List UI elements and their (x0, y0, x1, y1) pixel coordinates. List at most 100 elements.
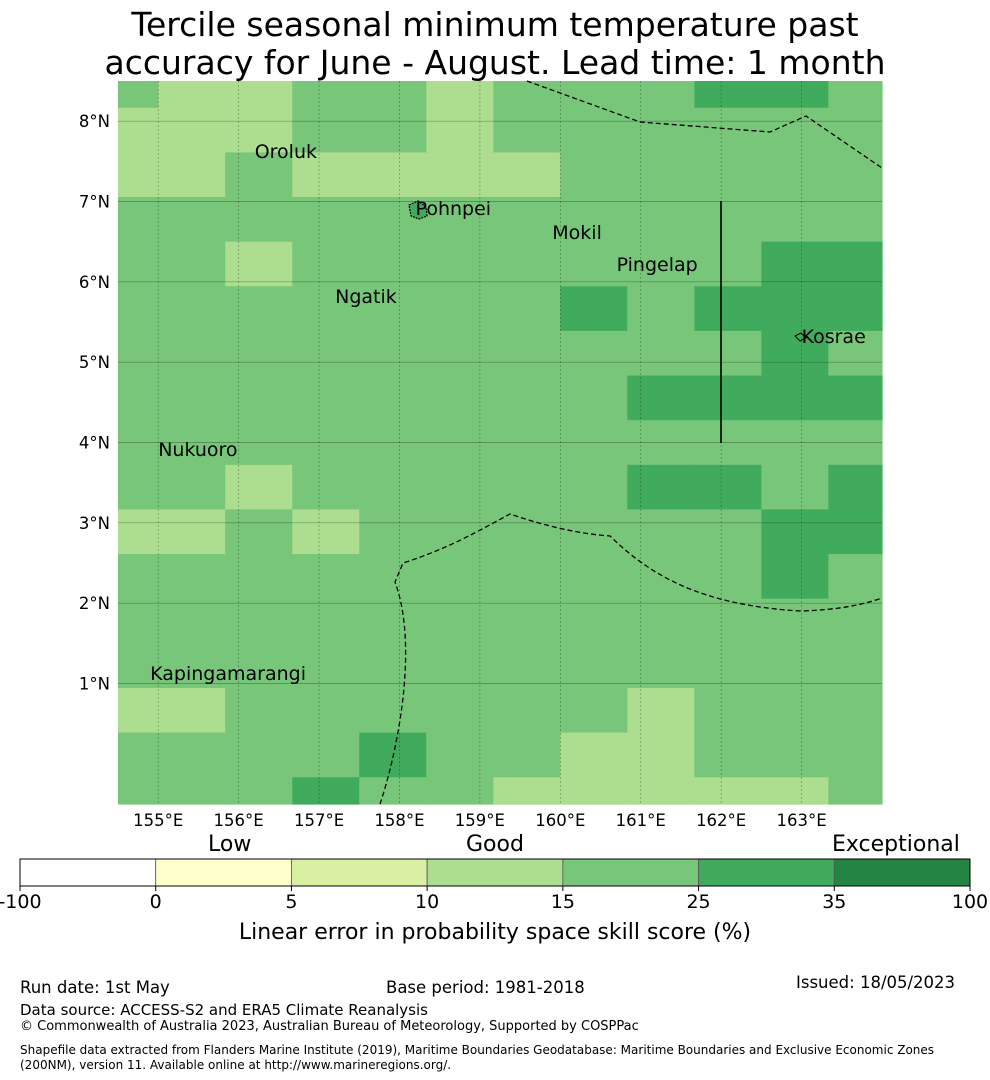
skill-cell (493, 241, 561, 287)
skill-cell (493, 107, 561, 154)
skill-cell (560, 420, 628, 466)
skill-cell (426, 598, 494, 644)
skill-cell (225, 777, 293, 805)
skill-cell (493, 509, 561, 555)
skill-cell (118, 554, 159, 600)
skill-cell (761, 81, 829, 109)
skill-cell (828, 464, 883, 511)
skill-cell (560, 732, 628, 778)
skill-cell (694, 197, 762, 243)
skill-cell (359, 464, 427, 511)
place-label-pohnpei: Pohnpei (415, 197, 492, 220)
legend-color-swatch (291, 858, 428, 887)
skill-cell (828, 107, 883, 154)
skill-cell (761, 152, 829, 198)
skill-cell (292, 152, 360, 198)
skill-cell (694, 107, 762, 154)
skill-cell (225, 687, 293, 734)
skill-cell (359, 598, 427, 644)
skill-cell (158, 197, 226, 243)
skill-cell (292, 509, 360, 555)
skill-cell (426, 197, 494, 243)
place-label-ngatik: Ngatik (335, 285, 397, 308)
legend-color-swatch (155, 858, 292, 887)
skill-cell (158, 777, 226, 805)
legend-color-swatch (426, 858, 564, 887)
skill-cell (292, 375, 360, 421)
skill-cell (118, 375, 159, 421)
skill-cell (627, 241, 695, 287)
skill-cell (426, 420, 494, 466)
skill-cell (118, 420, 159, 466)
skill-cell (627, 732, 695, 778)
skill-cell (694, 330, 762, 377)
skill-cell (828, 420, 883, 466)
run-date: Run date: 1st May (20, 978, 170, 997)
skill-cell (627, 330, 695, 377)
skill-cell (118, 598, 159, 644)
skill-cell (158, 286, 226, 332)
skill-cell (292, 598, 360, 644)
skill-cell (761, 464, 829, 511)
skill-cell (627, 375, 695, 421)
skill-cell (158, 687, 226, 734)
skill-cell (292, 197, 360, 243)
legend-tick-label: 100 (952, 891, 988, 913)
skill-cell (627, 554, 695, 600)
skill-cell (225, 286, 293, 332)
skill-cell (627, 777, 695, 805)
skill-cell (828, 598, 883, 644)
skill-cell (493, 81, 561, 109)
skill-cell (694, 286, 762, 332)
skill-cell (828, 687, 883, 734)
skill-cell (118, 687, 159, 734)
lon-tick-label: 161°E (616, 811, 666, 830)
skill-cell (560, 330, 628, 377)
skill-cell (118, 732, 159, 778)
lat-tick-label: 5°N (79, 353, 110, 372)
skill-cell (118, 643, 159, 689)
skill-cell (225, 81, 293, 109)
skill-cell (560, 777, 628, 805)
skill-cell (560, 509, 628, 555)
skill-cell (292, 732, 360, 778)
skill-cell (158, 241, 226, 287)
skill-cell (560, 375, 628, 421)
skill-cell (118, 197, 159, 243)
skill-cell (828, 777, 883, 805)
skill-cell (359, 330, 427, 377)
eez-boundary-north (526, 80, 883, 169)
skill-cell (359, 509, 427, 555)
legend-tick-label: 15 (551, 891, 575, 913)
skill-cell (292, 107, 360, 154)
skill-cell (225, 643, 293, 689)
islands (408, 200, 807, 342)
skill-cell (761, 197, 829, 243)
place-label-mokil: Mokil (552, 221, 602, 244)
skill-cell (560, 464, 628, 511)
skill-cell (292, 420, 360, 466)
longitude-ticks: 155°E 156°E 157°E 158°E 159°E 160°E 161°E 162°E… (133, 811, 827, 830)
place-label-kapingamarangi: Kapingamarangi (150, 663, 306, 686)
skill-cell (560, 598, 628, 644)
skill-cell (359, 643, 427, 689)
skill-cell (493, 777, 561, 805)
skill-cell (359, 241, 427, 287)
skill-cell (158, 643, 226, 689)
skill-cell (560, 286, 628, 332)
skill-cell (359, 777, 427, 805)
skill-cell (627, 81, 695, 109)
skill-cell (158, 375, 226, 421)
skill-cell (426, 107, 494, 154)
issued-date: Issued: 18/05/2023 (796, 973, 956, 992)
skill-cell (426, 375, 494, 421)
legend-tick-label: 10 (415, 891, 439, 913)
skill-cell (118, 286, 159, 332)
skill-cell (426, 464, 494, 511)
skill-cell (493, 598, 561, 644)
skill-cell (426, 286, 494, 332)
skill-cell (292, 643, 360, 689)
skill-cell (292, 464, 360, 511)
skill-cell (493, 330, 561, 377)
skill-cell (158, 598, 226, 644)
